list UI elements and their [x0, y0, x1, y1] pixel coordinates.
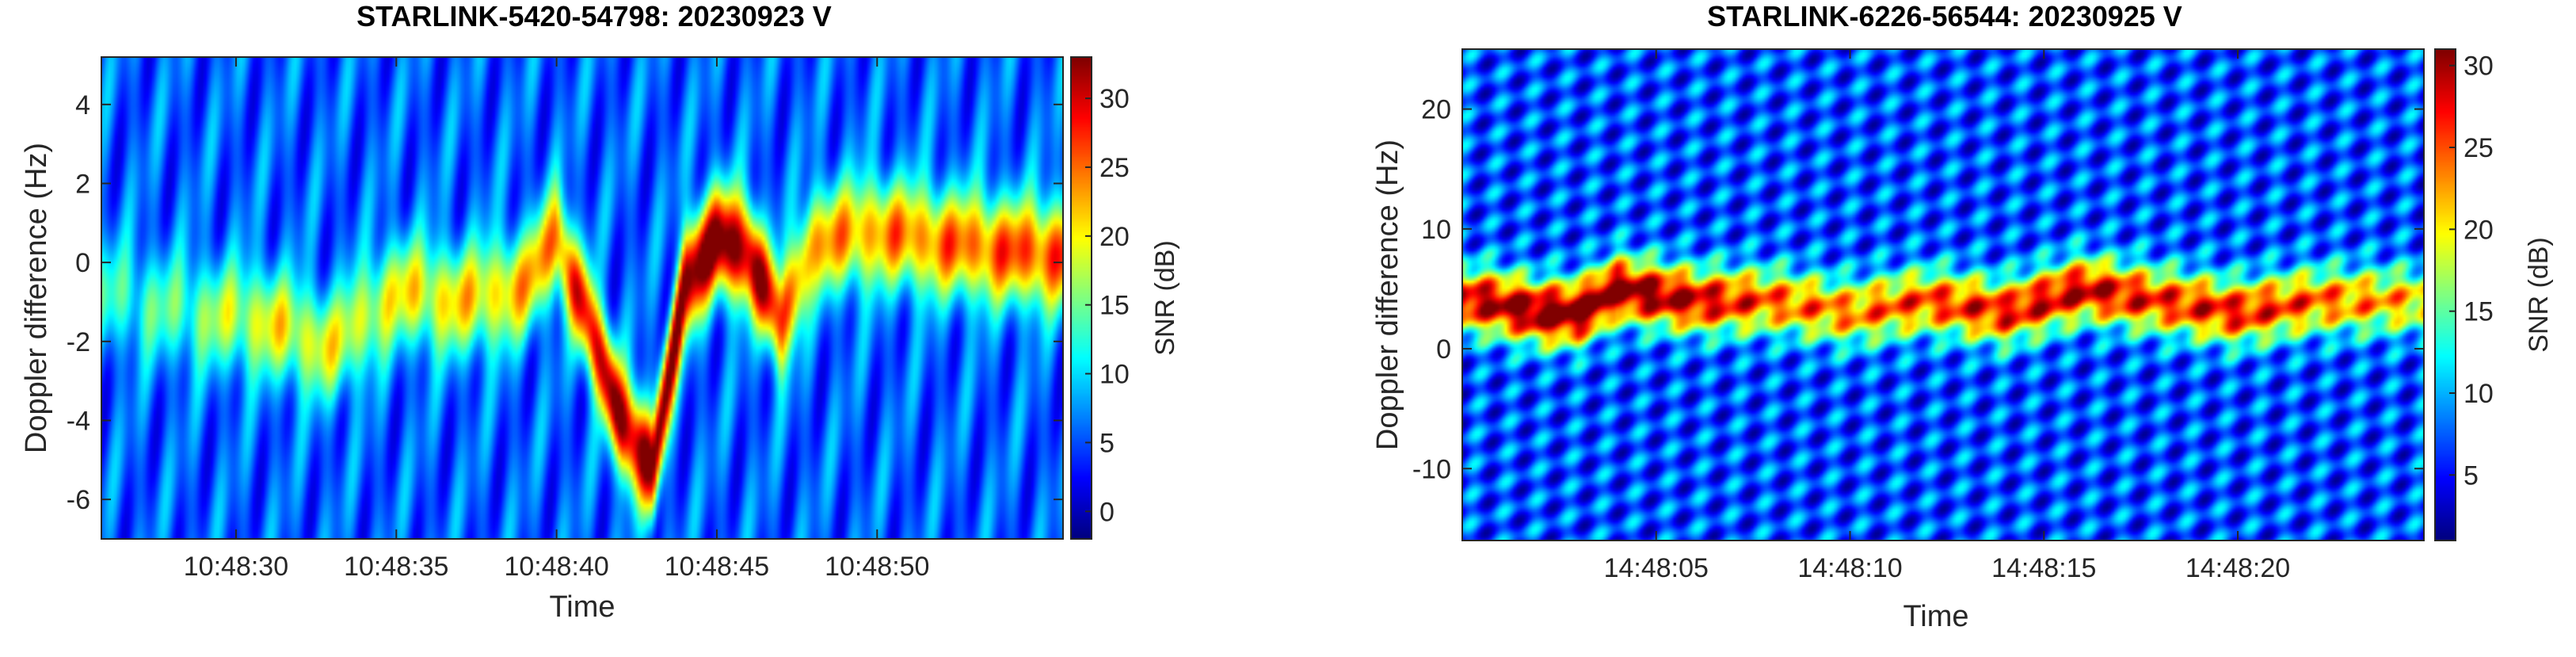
colorbar-tick-label: 5 [1099, 428, 1115, 458]
y-tick-label: 0 [1436, 334, 1451, 365]
chart-2-plot-frame [1461, 48, 2425, 541]
chart-1-plot-frame [101, 56, 1064, 540]
chart-1-plot-area [101, 56, 1064, 540]
chart-2-heatmap [1462, 49, 2424, 540]
colorbar-tick-label: 5 [2464, 460, 2479, 491]
colorbar-tick-label: 20 [2464, 215, 2494, 245]
x-tick-label: 10:48:45 [665, 552, 769, 582]
y-tick-label: 0 [75, 248, 90, 278]
colorbar-tick-label: 0 [1099, 497, 1115, 527]
chart-2-y-axis-label: Doppler difference (Hz) [1371, 139, 1404, 450]
chart-2-colorbar-ticks: 30 25 20 15 10 5 [2449, 52, 2494, 491]
colorbar-tick-label: 15 [2464, 297, 2494, 327]
chart-1-colorbar-ticks: 30 25 20 15 10 5 0 [1085, 84, 1130, 527]
y-tick-label: -4 [67, 406, 90, 436]
y-tick-label: 10 [1421, 215, 1451, 245]
y-tick-label: 2 [75, 169, 90, 199]
x-tick-label: 10:48:35 [344, 552, 448, 582]
y-tick-label: -6 [67, 485, 90, 515]
y-tick-label: 4 [75, 90, 90, 120]
colorbar-tick-label: 10 [1099, 360, 1130, 390]
colorbar-tick-label: 25 [2464, 133, 2494, 163]
chart-2-title: STARLINK-6226-56544: 20230925 V [1707, 0, 2182, 32]
y-tick-label: -10 [1412, 454, 1451, 484]
x-tick-label: 14:48:15 [1991, 553, 2096, 583]
chart-2-x-axis-label: Time [1903, 600, 1968, 633]
x-tick-label: 10:48:40 [504, 552, 608, 582]
chart-1-svg: STARLINK-5420-54798: 20230923 V 10:48:30… [20, 0, 1180, 624]
chart-2-colorbar: 30 25 20 15 10 5 SNR (dB) [2434, 48, 2554, 541]
chart-2-x-ticks: 14:48:05 14:48:10 14:48:15 14:48:20 [1604, 49, 2290, 583]
chart-1-title: STARLINK-5420-54798: 20230923 V [356, 0, 832, 32]
colorbar-tick-label: 25 [1099, 153, 1130, 183]
colorbar-tick-label: 20 [1099, 222, 1130, 252]
chart-2-y-ticks: 20 10 0 -10 [1412, 95, 2424, 484]
y-tick-label: -2 [67, 327, 90, 357]
x-tick-label: 14:48:20 [2185, 553, 2290, 583]
y-tick-label: 20 [1421, 95, 1451, 125]
colorbar-tick-label: 15 [1099, 291, 1130, 321]
chart-2-colorbar-gradient [2435, 49, 2456, 540]
chart-1-y-axis-label: Doppler difference (Hz) [20, 143, 53, 453]
chart-1-y-ticks: 4 2 0 -2 -4 -6 [67, 90, 1063, 515]
x-tick-label: 10:48:30 [184, 552, 288, 582]
colorbar-tick-label: 30 [2464, 52, 2494, 82]
colorbar-tick-label: 30 [1099, 84, 1130, 114]
chart-2-plot-area [1461, 48, 2425, 541]
chart-1-colorbar-gradient [1071, 57, 1092, 539]
chart-1-heatmap [101, 57, 1063, 539]
chart-1-colorbar-label: SNR (dB) [1150, 240, 1180, 355]
colorbar-tick-label: 10 [2464, 379, 2494, 409]
chart-panel-2: STARLINK-6226-56544: 20230925 V 14:48:05… [1288, 0, 2576, 657]
chart-1-colorbar-frame [1070, 56, 1092, 540]
chart-2-svg: STARLINK-6226-56544: 20230925 V 14:48:05… [1371, 0, 2554, 633]
chart-1-x-axis-label: Time [549, 590, 615, 624]
x-tick-label: 10:48:50 [825, 552, 929, 582]
x-tick-label: 14:48:10 [1797, 553, 1902, 583]
x-tick-label: 14:48:05 [1604, 553, 1709, 583]
chart-1-x-ticks: 10:48:30 10:48:35 10:48:40 10:48:45 10:48:50 [184, 57, 929, 582]
chart-2-colorbar-label: SNR (dB) [2524, 237, 2554, 352]
chart-2-colorbar-frame [2434, 48, 2456, 541]
chart-panel-1: STARLINK-5420-54798: 20230923 V 10:48:30… [20, 0, 1180, 624]
chart-1-colorbar: 30 25 20 15 10 5 0 SNR (dB) [1070, 56, 1180, 540]
